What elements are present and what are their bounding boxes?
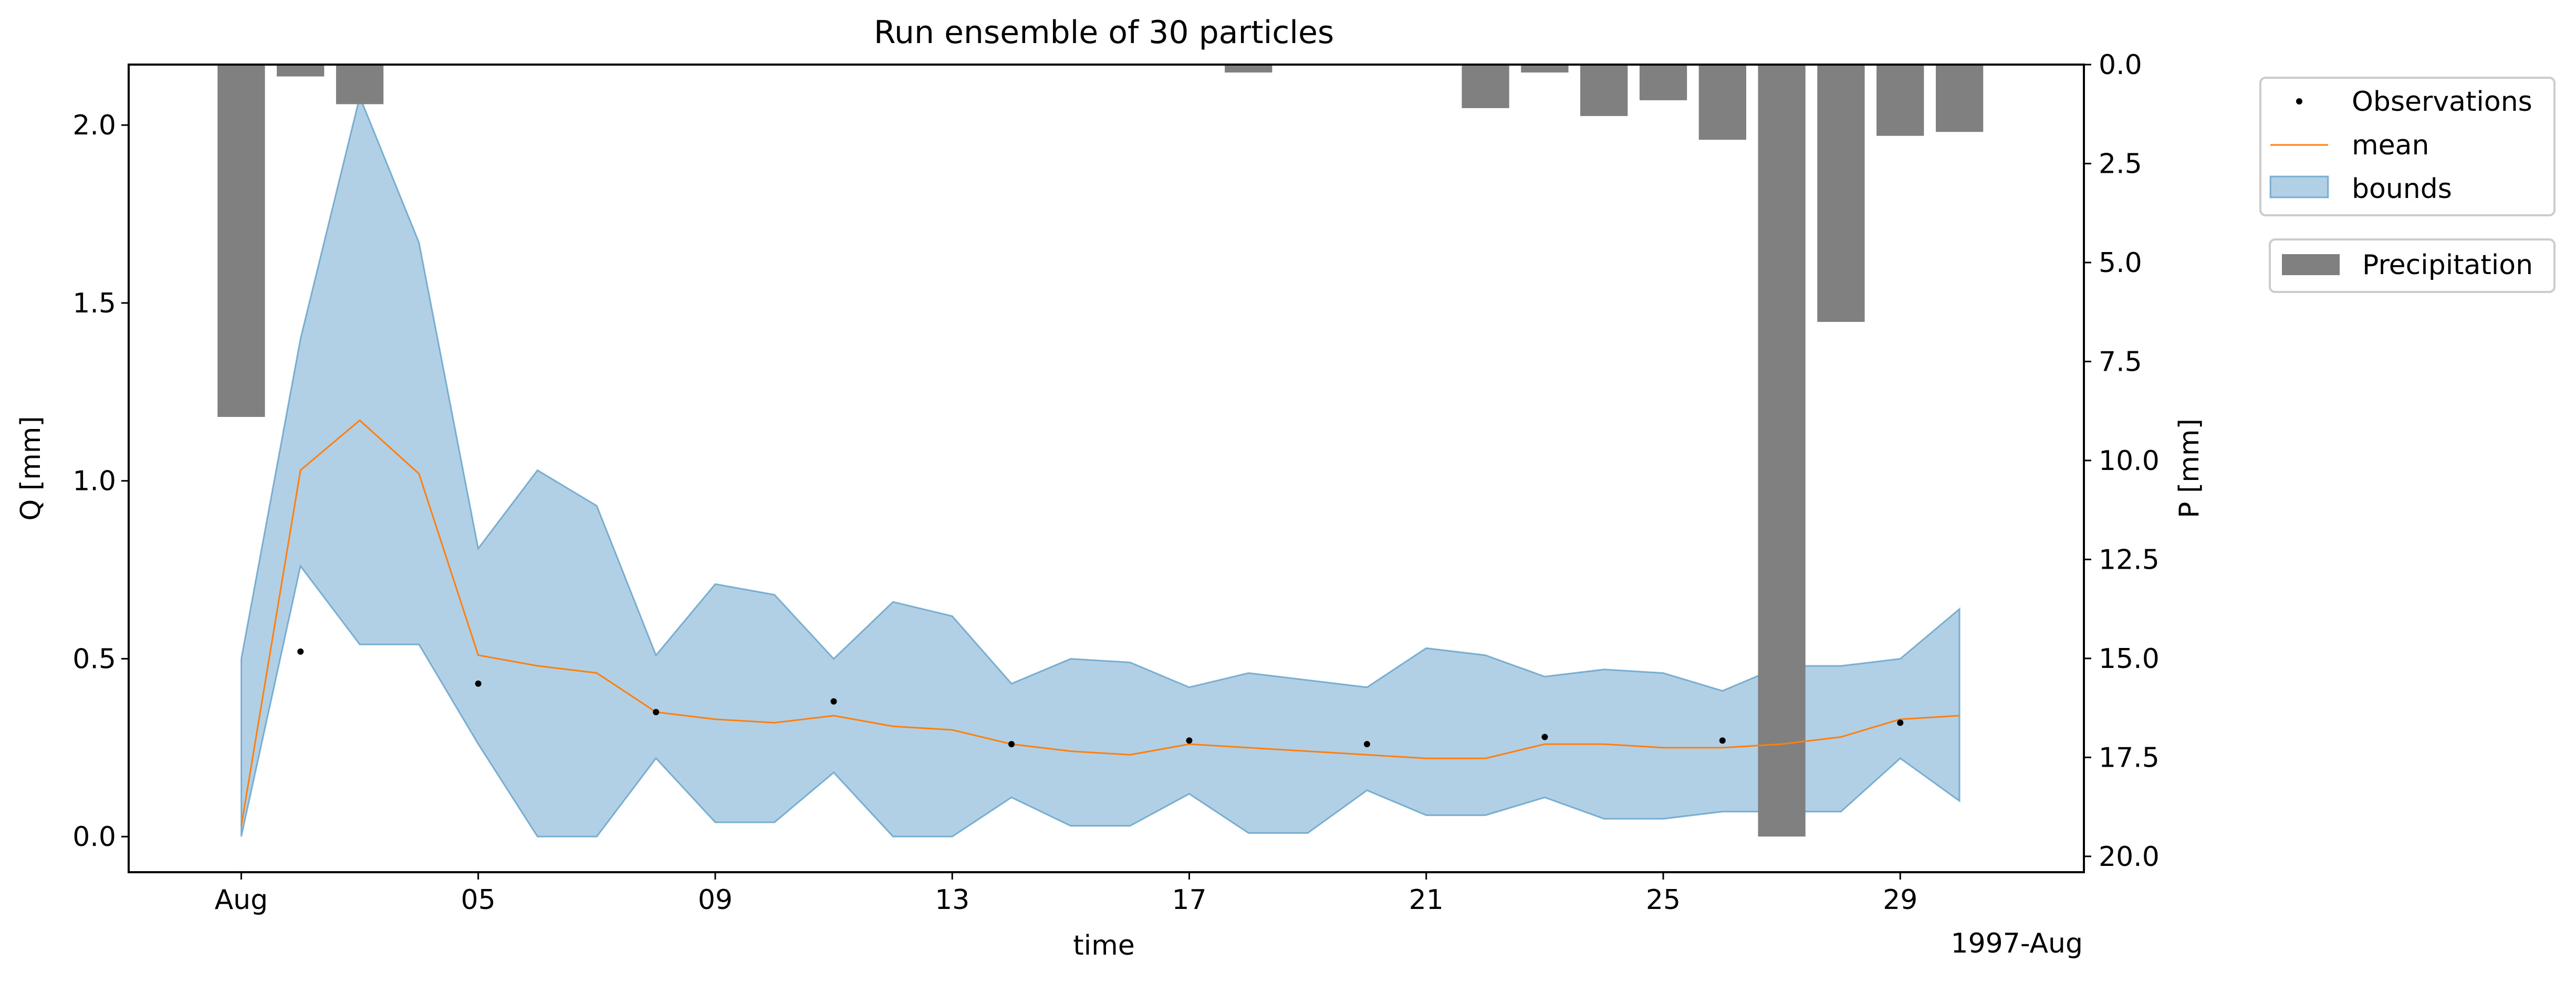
observation-point bbox=[1897, 719, 1904, 726]
chart-title: Run ensemble of 30 particles bbox=[874, 14, 1334, 51]
y-axis-label-right: P [mm] bbox=[2174, 419, 2205, 518]
legend-secondary-frame bbox=[2269, 238, 2556, 293]
observation-point bbox=[1363, 741, 1370, 748]
observation-point bbox=[297, 648, 304, 655]
observation-point bbox=[1008, 741, 1015, 748]
y-right-tick-label: 2.5 bbox=[2099, 148, 2142, 180]
legend-main-frame bbox=[2259, 77, 2556, 216]
plot-frame bbox=[128, 64, 2085, 873]
observation-point bbox=[1541, 734, 1548, 740]
x-tick-label: 17 bbox=[1172, 884, 1206, 916]
legend-precipitation-marker bbox=[2282, 254, 2340, 275]
x-tick-label: Aug bbox=[215, 884, 268, 916]
y-left-ticks-layer: 0.0 0.5 1.0 1.5 2.0 bbox=[72, 110, 129, 853]
y-left-tick-label: 2.0 bbox=[72, 110, 116, 141]
y-axis-label-left: Q [mm] bbox=[15, 416, 47, 520]
y-left-tick-label: 0.0 bbox=[72, 821, 116, 853]
y-right-tick-label: 12.5 bbox=[2099, 544, 2160, 576]
y-left-tick-label: 1.0 bbox=[72, 466, 116, 497]
legend-precipitation-label: Precipitation bbox=[2362, 249, 2533, 281]
y-right-tick-label: 0.0 bbox=[2099, 49, 2142, 81]
precipitation-bar bbox=[1225, 65, 1273, 73]
y-right-tick-label: 10.0 bbox=[2099, 445, 2160, 477]
observation-point bbox=[653, 709, 660, 716]
y-right-tick-label: 7.5 bbox=[2099, 346, 2142, 378]
precipitation-bar bbox=[1639, 65, 1687, 100]
mean-line-layer bbox=[240, 419, 1960, 827]
observation-point bbox=[830, 698, 837, 705]
precipitation-bar bbox=[1462, 65, 1509, 108]
x-tick-label: 13 bbox=[935, 884, 969, 916]
precipitation-bar bbox=[1758, 65, 1806, 837]
legend-bounds-label: bounds bbox=[2352, 173, 2452, 205]
x-tick-label: 09 bbox=[698, 884, 733, 916]
legend-main: Observations mean bounds bbox=[2259, 77, 2556, 216]
y-right-tick-label: 20.0 bbox=[2099, 841, 2160, 873]
precipitation-bar bbox=[1698, 65, 1746, 140]
bounds-area bbox=[240, 94, 1960, 838]
y-right-tick-label: 5.0 bbox=[2099, 247, 2142, 279]
precipitation-bar bbox=[1936, 65, 1984, 132]
legend-secondary: Precipitation bbox=[2269, 238, 2556, 293]
y-left-tick-label: 1.5 bbox=[72, 288, 116, 319]
y-left-tick-label: 0.5 bbox=[72, 643, 116, 675]
bounds-area-layer bbox=[240, 94, 1960, 838]
mean-line bbox=[240, 419, 1960, 827]
x-tick-label: 05 bbox=[461, 884, 496, 916]
observation-point bbox=[1186, 737, 1193, 744]
observation-point bbox=[1719, 737, 1726, 744]
precipitation-bar bbox=[217, 65, 265, 417]
precipitation-bar bbox=[1817, 65, 1865, 322]
observation-point bbox=[475, 680, 482, 687]
precipitation-bar bbox=[336, 65, 384, 104]
x-tick-label: 21 bbox=[1409, 884, 1444, 916]
legend-bounds-marker bbox=[2269, 175, 2329, 198]
precipitation-bar bbox=[277, 65, 325, 77]
y-right-ticks-layer: 0.0 2.5 5.0 7.5 10.0 12.5 15.0 17.5 20.0 bbox=[2084, 49, 2160, 873]
legend-mean-label: mean bbox=[2352, 130, 2429, 161]
precipitation-bar bbox=[1521, 65, 1569, 73]
y-right-tick-label: 15.0 bbox=[2099, 643, 2160, 675]
precipitation-bars-layer bbox=[217, 65, 1984, 837]
y-right-tick-label: 17.5 bbox=[2099, 742, 2160, 773]
x-axis-offset-label: 1997-Aug bbox=[1951, 928, 2083, 959]
x-tick-label: 25 bbox=[1646, 884, 1681, 916]
x-axis-label: time bbox=[1073, 930, 1134, 961]
precipitation-bar bbox=[1580, 65, 1628, 116]
x-ticks-layer: Aug 05 09 13 17 21 25 29 bbox=[215, 872, 1917, 916]
legend-observations-label: Observations bbox=[2352, 86, 2532, 118]
observation-points-layer bbox=[297, 648, 1904, 748]
precipitation-bar bbox=[1876, 65, 1924, 136]
legend-observations-marker bbox=[2296, 98, 2302, 104]
x-tick-label: 29 bbox=[1883, 884, 1917, 916]
